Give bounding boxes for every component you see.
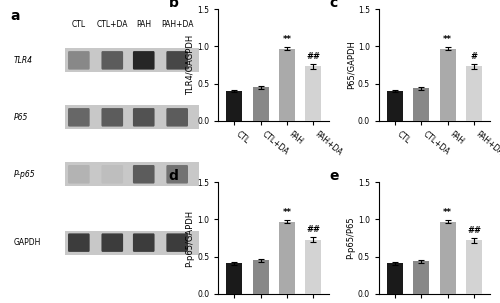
Text: **: ** xyxy=(282,208,292,217)
Bar xyxy=(306,66,322,121)
Text: **: ** xyxy=(444,208,452,217)
FancyBboxPatch shape xyxy=(102,51,123,70)
FancyBboxPatch shape xyxy=(68,165,90,184)
Bar xyxy=(226,263,242,294)
Text: P-p65: P-p65 xyxy=(14,170,36,179)
Text: **: ** xyxy=(282,35,292,44)
FancyBboxPatch shape xyxy=(133,51,154,70)
FancyBboxPatch shape xyxy=(166,108,188,127)
Text: PAH+DA: PAH+DA xyxy=(161,20,194,29)
Text: **: ** xyxy=(444,35,452,44)
FancyBboxPatch shape xyxy=(102,165,123,184)
Bar xyxy=(414,261,430,294)
Bar xyxy=(306,240,322,294)
FancyBboxPatch shape xyxy=(68,108,90,127)
Bar xyxy=(279,222,295,294)
Text: ##: ## xyxy=(306,52,320,61)
FancyBboxPatch shape xyxy=(65,48,199,72)
FancyBboxPatch shape xyxy=(102,108,123,127)
FancyBboxPatch shape xyxy=(166,51,188,70)
Bar xyxy=(387,263,403,294)
Y-axis label: P-p65/P65: P-p65/P65 xyxy=(346,217,355,259)
FancyBboxPatch shape xyxy=(102,233,123,252)
Text: d: d xyxy=(168,169,178,183)
FancyBboxPatch shape xyxy=(68,51,90,70)
FancyBboxPatch shape xyxy=(133,233,154,252)
Text: CTL+DA: CTL+DA xyxy=(96,20,128,29)
FancyBboxPatch shape xyxy=(65,231,199,255)
FancyBboxPatch shape xyxy=(133,108,154,127)
Text: #: # xyxy=(470,52,478,61)
Text: a: a xyxy=(10,9,20,23)
FancyBboxPatch shape xyxy=(65,162,199,186)
Text: b: b xyxy=(168,0,178,10)
Text: ##: ## xyxy=(306,225,320,234)
Y-axis label: P-p65/GAPDH: P-p65/GAPDH xyxy=(186,209,194,267)
FancyBboxPatch shape xyxy=(133,165,154,184)
Text: c: c xyxy=(330,0,338,10)
Text: P65: P65 xyxy=(14,113,28,122)
Bar xyxy=(279,48,295,121)
Text: ##: ## xyxy=(467,226,481,235)
Bar xyxy=(252,260,268,294)
Bar xyxy=(466,66,482,121)
FancyBboxPatch shape xyxy=(65,105,199,129)
Bar xyxy=(440,222,456,294)
Y-axis label: P65/GAPDH: P65/GAPDH xyxy=(346,41,355,89)
FancyBboxPatch shape xyxy=(68,233,90,252)
Bar xyxy=(226,91,242,121)
Text: PAH: PAH xyxy=(136,20,152,29)
FancyBboxPatch shape xyxy=(166,233,188,252)
Bar xyxy=(387,91,403,121)
Bar xyxy=(252,87,268,121)
Y-axis label: TLR4/GAGPDH: TLR4/GAGPDH xyxy=(186,35,194,95)
Bar xyxy=(414,88,430,121)
Bar xyxy=(440,48,456,121)
Text: TLR4: TLR4 xyxy=(14,56,33,65)
Text: CTL: CTL xyxy=(72,20,86,29)
Text: GAPDH: GAPDH xyxy=(14,238,42,247)
Text: e: e xyxy=(330,169,339,183)
Bar xyxy=(466,240,482,294)
FancyBboxPatch shape xyxy=(166,165,188,184)
